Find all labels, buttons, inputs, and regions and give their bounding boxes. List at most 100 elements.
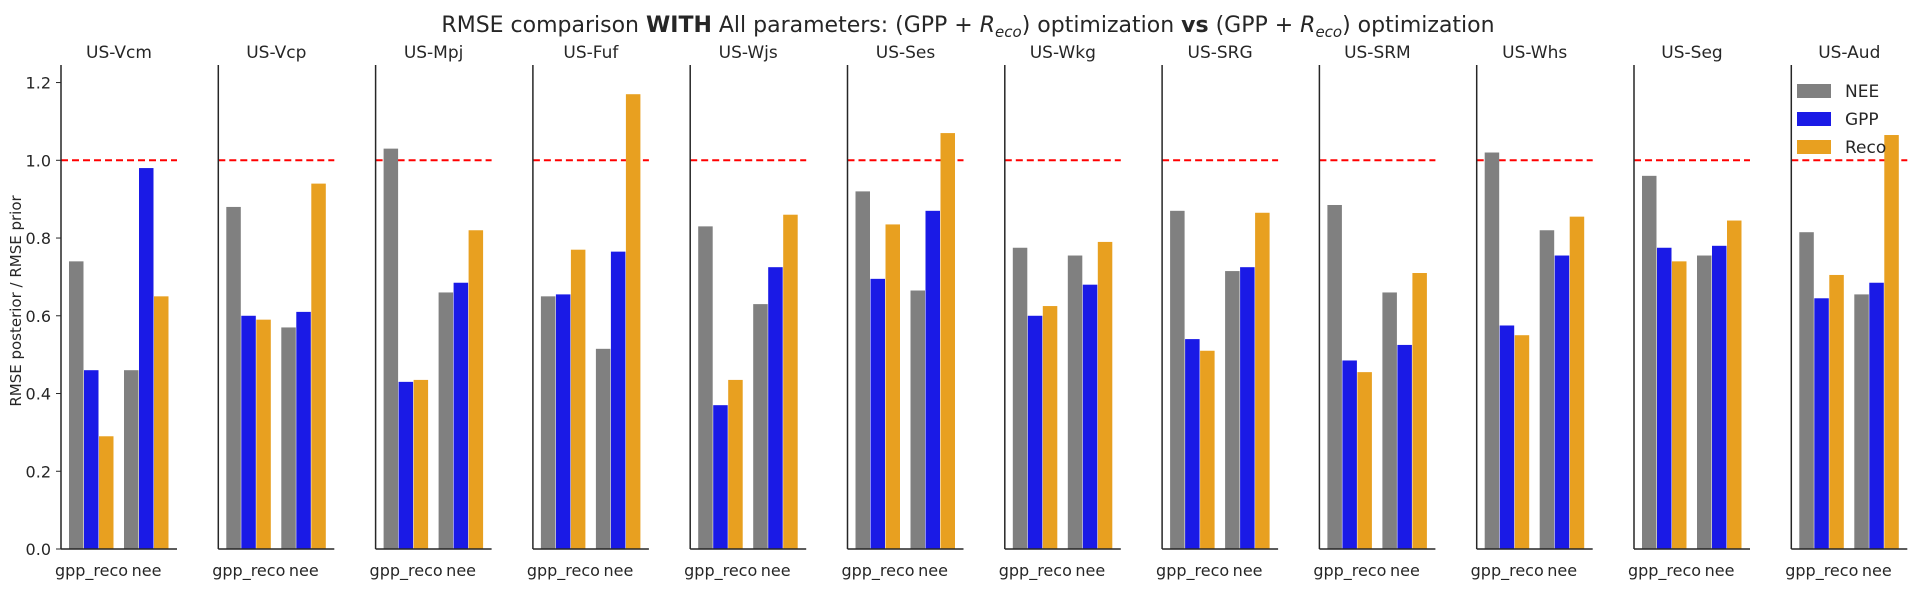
x-tick-label: nee (446, 561, 476, 580)
panel-title: US-Aud (1818, 43, 1880, 63)
bar-gpp_reco-gpp (1499, 325, 1515, 549)
legend-swatch (1797, 140, 1831, 154)
bar-nee-gpp (1712, 245, 1727, 549)
panel-title: US-Fuf (563, 43, 619, 63)
bar-gpp_reco-nee (1327, 204, 1342, 549)
bar-gpp_reco-nee (855, 191, 870, 550)
bar-nee-gpp (1082, 284, 1098, 549)
x-tick-label: gpp_reco (684, 561, 757, 581)
bar-gpp_reco-gpp (241, 315, 256, 549)
panel-title: US-Whs (1502, 43, 1567, 63)
bar-gpp_reco-reco (1829, 274, 1844, 549)
x-tick-label: nee (289, 561, 319, 580)
x-tick-label: gpp_reco (1313, 561, 1386, 581)
bar-nee-nee (1067, 255, 1083, 549)
x-tick-label: gpp_reco (999, 561, 1072, 581)
panel-us-fuf: gpp_reco nee US-Fuf (527, 43, 649, 581)
x-tick-label: nee (761, 561, 791, 580)
x-tick-label: gpp_reco (1471, 561, 1544, 581)
bar-gpp_reco-gpp (1342, 360, 1357, 549)
x-tick-label: gpp_reco (1156, 561, 1229, 581)
bar-nee-gpp (1240, 267, 1255, 549)
bar-nee-nee (1539, 230, 1555, 550)
bar-nee-reco (1255, 212, 1270, 550)
panel-title: US-Wjs (719, 43, 778, 63)
bar-nee-reco (1412, 273, 1427, 549)
panel-title: US-SRM (1344, 43, 1411, 63)
bar-nee-gpp (296, 311, 311, 549)
legend-label: GPP (1845, 110, 1879, 130)
x-tick-label: gpp_reco (1785, 561, 1858, 581)
bar-nee-gpp (925, 210, 940, 550)
panel-title: US-Vcm (86, 43, 152, 63)
bar-gpp_reco-reco (99, 436, 114, 549)
x-tick-label: gpp_reco (527, 561, 600, 581)
bar-gpp_reco-gpp (1027, 315, 1043, 549)
bar-gpp_reco-nee (1170, 210, 1185, 550)
bar-gpp_reco-gpp (1814, 298, 1829, 549)
bar-gpp_reco-nee (698, 226, 713, 549)
bar-nee-nee (1697, 255, 1712, 549)
panel-us-whs: gpp_reco nee US-Whs (1471, 43, 1593, 581)
bar-gpp_reco-reco (1200, 350, 1215, 549)
bar-gpp_reco-gpp (1185, 339, 1200, 549)
bar-gpp_reco-gpp (1657, 247, 1672, 549)
bar-gpp_reco-nee (540, 296, 556, 549)
x-tick-label: gpp_reco (1628, 561, 1701, 581)
panel-us-mpj: gpp_reco nee US-Mpj (370, 43, 492, 581)
x-tick-label: nee (1705, 561, 1735, 580)
bar-nee-nee (438, 292, 454, 549)
bar-nee-gpp (1554, 255, 1570, 549)
legend: NEE GPP Reco (1797, 82, 1886, 158)
x-tick-label: nee (1233, 561, 1263, 580)
panel-us-vcm: gpp_reco nee US-Vcm 0.0 0.2 0.4 0.6 0.8 1.0 1.2 (26, 43, 177, 581)
x-tick-label: gpp_reco (212, 561, 285, 581)
x-tick-label: nee (132, 561, 162, 580)
bar-nee-nee (281, 327, 296, 549)
bar-gpp_reco-reco (1042, 306, 1058, 549)
bar-gpp_reco-gpp (870, 278, 885, 549)
x-tick-label: nee (1390, 561, 1420, 580)
panels-group: gpp_reco neeUS-Vcm0.00.20.40.60.81.01.2gp… (26, 43, 1908, 581)
bar-gpp_reco-reco (570, 249, 586, 549)
y-tick-label: 1.0 (26, 151, 51, 170)
bar-nee-reco (625, 94, 641, 549)
panel-us-vcp: gpp_reco nee US-Vcp (212, 43, 335, 581)
x-tick-label: gpp_reco (55, 561, 128, 581)
panel-us-ses: gpp_reco nee US-Ses (841, 43, 964, 581)
y-tick-label: 0.0 (26, 540, 51, 559)
bar-nee-nee (124, 370, 139, 549)
x-tick-label: nee (1547, 561, 1577, 580)
bar-nee-reco (468, 230, 484, 550)
legend-label: Reco (1845, 138, 1886, 158)
bar-nee-reco (1097, 241, 1113, 549)
panel-title: US-Seg (1661, 43, 1722, 63)
bar-nee-reco (783, 214, 798, 550)
x-tick-label: gpp_reco (841, 561, 914, 581)
bar-nee-gpp (768, 267, 783, 549)
legend-item-nee: NEE (1797, 82, 1879, 102)
bar-nee-gpp (139, 168, 154, 549)
panel-us-srm: gpp_reco nee US-SRM (1313, 43, 1436, 581)
bar-gpp_reco-reco (885, 224, 900, 549)
panel-title: US-Mpj (404, 43, 464, 63)
x-tick-label: nee (1862, 561, 1892, 580)
panel-title: US-Vcp (246, 43, 306, 63)
bar-gpp_reco-reco (1357, 372, 1372, 549)
bar-nee-gpp (453, 282, 469, 549)
y-tick-label: 0.6 (26, 307, 51, 326)
bar-nee-reco (1569, 216, 1585, 549)
chart-title: RMSE comparison WITH All parameters: (GP… (441, 13, 1494, 41)
bar-gpp_reco-reco (728, 379, 743, 549)
y-tick-label: 0.4 (26, 385, 51, 404)
bar-nee-gpp (610, 251, 626, 550)
legend-swatch (1797, 84, 1831, 98)
panel-title: US-SRG (1188, 43, 1253, 63)
bar-gpp_reco-nee (1484, 152, 1500, 550)
bar-gpp_reco-gpp (84, 370, 99, 549)
x-tick-label: nee (918, 561, 948, 580)
y-tick-label: 0.2 (26, 462, 51, 481)
bar-nee-gpp (1397, 344, 1412, 549)
legend-item-reco: Reco (1797, 138, 1886, 158)
